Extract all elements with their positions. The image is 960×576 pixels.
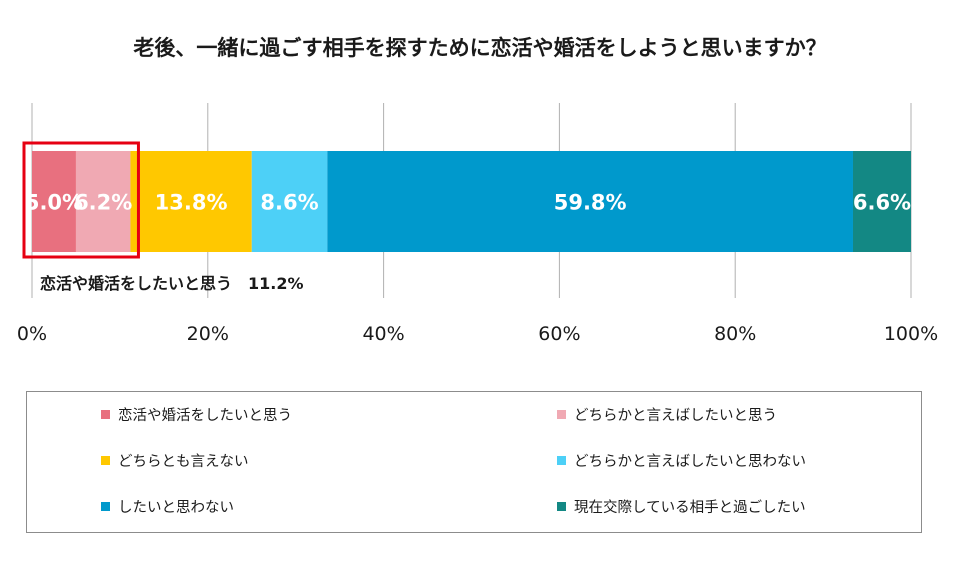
legend-label: 恋活や婚活をしたいと思う	[118, 407, 292, 424]
legend-label: どちらかと言えばしたいと思う	[574, 407, 777, 424]
stacked-bar-chart: 5.0%6.2% 13.8% 8.6% 59.8% 6.6% 0% 20% 40% 60% 80…	[17, 103, 938, 345]
legend-swatch	[557, 501, 566, 511]
legend-item: 現在交際している相手と過ごしたい	[557, 496, 806, 516]
x-tick-label: 60%	[538, 323, 580, 345]
x-tick-label: 20%	[187, 323, 229, 345]
legend-item: 恋活や婚活をしたいと思う	[101, 404, 292, 424]
x-tick-label: 0%	[17, 323, 47, 345]
legend-swatch	[101, 455, 110, 465]
data-label: 6.2%	[74, 191, 132, 215]
data-label: 59.8%	[554, 191, 627, 215]
data-label: 6.6%	[853, 191, 911, 215]
bar-segment-1	[32, 151, 76, 252]
legend-item: どちらかと言えばしたいと思わない	[557, 450, 806, 470]
data-label: 5.0%	[25, 191, 83, 215]
legend-label: したいと思わない	[118, 499, 234, 516]
chart-title: 老後、一緒に過ごす相手を探すために恋活や婚活をしようと思いますか？	[133, 36, 827, 60]
legend-swatch	[101, 501, 110, 511]
x-tick-label: 40%	[362, 323, 404, 345]
bar-segment-3	[130, 151, 252, 252]
legend-item: したいと思わない	[101, 496, 234, 516]
bar-segment-4	[251, 151, 328, 252]
data-labels: 5.0%6.2% 13.8% 8.6% 59.8% 6.6%	[25, 191, 911, 215]
legend-swatch	[557, 409, 566, 419]
annotation-label: 恋活や婚活をしたいと思う 11.2%	[40, 274, 304, 293]
legend-label: 現在交際している相手と過ごしたい	[574, 499, 806, 516]
x-tick-label: 80%	[714, 323, 756, 345]
bar-segments	[32, 151, 911, 252]
x-tick-label: 100%	[884, 323, 938, 345]
legend: 恋活や婚活をしたいと思う どちらかと言えばしたいと思うどちらとも言えない どちらかと…	[26, 391, 922, 533]
data-label: 8.6%	[260, 191, 318, 215]
legend-item: どちらとも言えない	[101, 450, 249, 470]
legend-label: どちらとも言えない	[118, 453, 249, 470]
highlight-box	[22, 141, 140, 259]
bar-segment-2	[75, 151, 131, 252]
legend-swatch	[101, 409, 110, 419]
bar-segment-6	[852, 151, 911, 252]
legend-swatch	[557, 455, 566, 465]
x-axis-ticks: 0% 20% 40% 60% 80% 100%	[17, 323, 938, 345]
legend-label: どちらかと言えばしたいと思わない	[574, 453, 806, 470]
bar-segment-5	[327, 151, 853, 252]
legend-item: どちらかと言えばしたいと思う	[557, 404, 777, 424]
data-label: 13.8%	[155, 191, 228, 215]
